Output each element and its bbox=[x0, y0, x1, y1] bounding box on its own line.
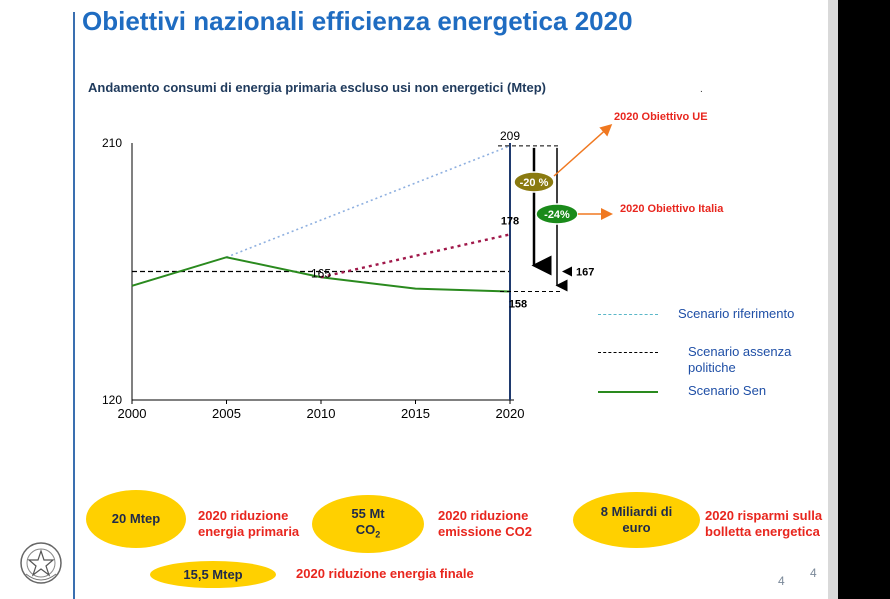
legend-swatch bbox=[598, 314, 658, 315]
point-label-158: 158 bbox=[509, 298, 527, 310]
ue-pointer-arrow bbox=[553, 124, 613, 177]
x-tick-label: 2020 bbox=[496, 406, 525, 421]
page-number: 4 bbox=[778, 574, 785, 588]
ue-target-label: 2020 Obiettivo UE bbox=[614, 111, 708, 123]
series-line-0 bbox=[226, 145, 511, 258]
target-badge-savings: 8 Miliardi di euro bbox=[573, 492, 700, 548]
target-text-savings: 2020 risparmi sulla bolletta energetica bbox=[705, 508, 823, 539]
republic-emblem-icon bbox=[20, 542, 62, 584]
y-tick-label: 210 bbox=[102, 136, 122, 150]
legend-label: Scenario assenza politiche bbox=[688, 344, 792, 375]
legend-swatch bbox=[598, 352, 658, 353]
badge-co2-unit: CO2 bbox=[356, 522, 381, 543]
x-tick-label: 2000 bbox=[118, 406, 147, 421]
ue-badge: -20 % bbox=[513, 171, 555, 193]
italia-badge-text: -24% bbox=[544, 209, 570, 221]
chart-subtitle: Andamento consumi di energia primaria es… bbox=[88, 80, 546, 95]
legend-label: Scenario riferimento bbox=[678, 306, 795, 321]
italia-badge: -24% bbox=[535, 203, 579, 225]
badge-co2-symbol: CO bbox=[355, 521, 376, 537]
point-label-167: 167 bbox=[576, 267, 594, 279]
badge-co2-value: 55 Mt bbox=[351, 505, 385, 521]
target-text-co2: 2020 riduzione emissione CO2 bbox=[438, 508, 532, 539]
italia-target-label: 2020 Obiettivo Italia bbox=[620, 203, 724, 215]
ue-badge-shape bbox=[513, 171, 555, 193]
point-label-165: 165 bbox=[311, 267, 331, 281]
legend-label: Scenario Sen bbox=[688, 383, 767, 398]
right-black-bar bbox=[838, 0, 890, 599]
x-tick-label: 2010 bbox=[307, 406, 336, 421]
slide-title: Obiettivi nazionali efficienza energetic… bbox=[82, 6, 633, 36]
target-text-primary-energy: 2020 riduzione energia primaria bbox=[198, 508, 300, 539]
y-tick-label: 120 bbox=[102, 393, 122, 407]
value-167-pointer bbox=[562, 266, 572, 277]
badge-co2-subscript: 2 bbox=[375, 529, 381, 540]
x-tick-label: 2015 bbox=[401, 406, 430, 421]
right-gray-strip bbox=[828, 0, 838, 599]
left-accent-line bbox=[73, 12, 75, 599]
ue-badge-text: -20 % bbox=[520, 177, 549, 189]
point-label-178: 178 bbox=[501, 215, 519, 227]
point-label-209: 209 bbox=[500, 129, 520, 143]
page-number-secondary: 4 bbox=[810, 566, 817, 580]
target-text-final-energy: 2020 riduzione energia finale bbox=[296, 566, 474, 581]
target-badge-primary-energy: 20 Mtep bbox=[86, 490, 186, 548]
stray-dot: . bbox=[700, 84, 703, 95]
series-line-3 bbox=[320, 233, 511, 279]
target-badge-final-energy: 15,5 Mtep bbox=[150, 561, 276, 588]
legend-swatch bbox=[598, 391, 658, 393]
target-badge-co2: 55 Mt CO2 bbox=[312, 495, 424, 553]
x-tick-label: 2005 bbox=[212, 406, 241, 421]
